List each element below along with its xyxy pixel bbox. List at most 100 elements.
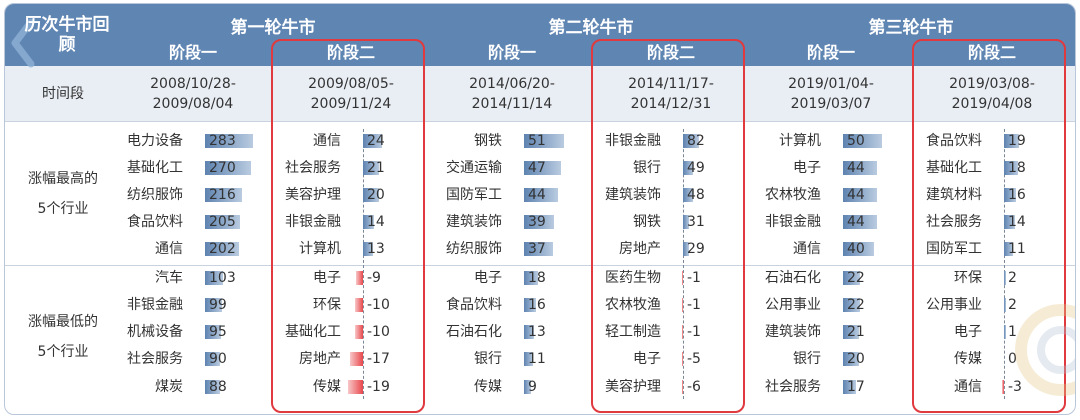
period-range: 2009/08/05- 2009/11/24 bbox=[271, 66, 431, 121]
bar bbox=[1004, 215, 1015, 229]
industry-label: 非银金融 bbox=[285, 214, 341, 230]
bar-value: 18 bbox=[1008, 160, 1026, 176]
industry-label: 环保 bbox=[313, 297, 341, 313]
bar bbox=[363, 188, 379, 202]
bar-value: 44 bbox=[528, 187, 546, 203]
bar bbox=[1004, 298, 1006, 312]
bar-value: -1 bbox=[687, 270, 701, 286]
industry-label: 计算机 bbox=[779, 133, 821, 149]
bar bbox=[205, 325, 222, 339]
bar-value: 44 bbox=[847, 187, 865, 203]
bar-value: 47 bbox=[528, 160, 546, 176]
industry-label: 传媒 bbox=[474, 379, 502, 395]
bar bbox=[1001, 380, 1004, 394]
bar-value: -6 bbox=[687, 379, 701, 395]
industry-label: 电子 bbox=[474, 270, 502, 286]
bar-value: 11 bbox=[528, 351, 546, 367]
industry-label: 建筑装饰 bbox=[446, 214, 502, 230]
bar-value: 44 bbox=[847, 214, 865, 230]
industry-label: 传媒 bbox=[313, 379, 341, 395]
period-range: 2014/11/17- 2014/12/31 bbox=[591, 66, 751, 121]
stage-header: 阶段二 bbox=[967, 43, 1016, 62]
industry-label: 环保 bbox=[954, 270, 982, 286]
bar bbox=[524, 325, 535, 339]
period-line: 2009/11/24 bbox=[310, 95, 392, 112]
industry-label: 建筑装饰 bbox=[605, 187, 661, 203]
industry-label: 美容护理 bbox=[605, 379, 661, 395]
bar bbox=[524, 271, 539, 285]
bar bbox=[349, 352, 363, 366]
bar bbox=[683, 134, 700, 148]
bar-value: 16 bbox=[528, 297, 546, 313]
period-line: 2008/10/28- bbox=[150, 75, 236, 92]
industry-label: 医药生物 bbox=[605, 270, 661, 286]
bar bbox=[524, 134, 564, 148]
chevron-left-icon bbox=[11, 18, 35, 68]
bar-value: 49 bbox=[687, 160, 705, 176]
bar bbox=[681, 298, 683, 312]
zero-axis-line bbox=[683, 129, 684, 399]
bar bbox=[843, 352, 859, 366]
bar bbox=[205, 352, 221, 366]
bar bbox=[683, 242, 689, 256]
period-line: 2019/01/04- bbox=[788, 75, 874, 92]
industry-label: 美容护理 bbox=[285, 187, 341, 203]
stage-header: 阶段二 bbox=[646, 43, 695, 62]
industry-label: 社会服务 bbox=[127, 351, 183, 367]
bar-value: 82 bbox=[687, 133, 705, 149]
bar bbox=[843, 188, 878, 202]
bar bbox=[205, 242, 240, 256]
market-title: 第三轮牛市 bbox=[868, 17, 954, 38]
bar-value: 50 bbox=[847, 133, 865, 149]
bar-value: 48 bbox=[687, 187, 705, 203]
bar bbox=[843, 298, 861, 312]
industry-label: 社会服务 bbox=[926, 214, 982, 230]
bar bbox=[363, 242, 374, 256]
industry-label: 交通运输 bbox=[446, 160, 502, 176]
bar bbox=[843, 271, 861, 285]
bar bbox=[363, 161, 380, 175]
industry-label: 农林牧渔 bbox=[605, 297, 661, 313]
bar-value: 0 bbox=[1008, 351, 1017, 367]
industry-label: 通信 bbox=[954, 379, 982, 395]
bottom-group-label: 涨幅最低的5个行业 bbox=[28, 314, 98, 360]
bar bbox=[843, 325, 860, 339]
bar bbox=[843, 134, 882, 148]
market-title: 第一轮牛市 bbox=[230, 17, 316, 38]
industry-label: 食品饮料 bbox=[446, 297, 502, 313]
bar-value: 90 bbox=[209, 351, 227, 367]
watermark-logo-icon bbox=[1015, 304, 1075, 396]
bar-value: 16 bbox=[1008, 187, 1026, 203]
bar bbox=[681, 380, 683, 394]
industry-label: 食品饮料 bbox=[127, 214, 183, 230]
industry-label: 公用事业 bbox=[926, 297, 982, 313]
bar-value: 1 bbox=[1008, 324, 1017, 340]
bar bbox=[524, 188, 559, 202]
industry-label: 石油石化 bbox=[765, 270, 821, 286]
bar bbox=[205, 271, 223, 285]
header-band bbox=[5, 4, 1075, 66]
bar-value: 20 bbox=[367, 187, 385, 203]
period-line: 2014/06/20- bbox=[469, 75, 555, 92]
industry-label: 通信 bbox=[313, 133, 341, 149]
industry-label: 银行 bbox=[474, 351, 502, 367]
bar-value: 20 bbox=[847, 351, 865, 367]
period-line: 2019/03/07 bbox=[790, 95, 872, 112]
industry-label: 非银金融 bbox=[765, 214, 821, 230]
bar-value: 19 bbox=[1008, 133, 1026, 149]
industry-label: 电力设备 bbox=[127, 133, 183, 149]
bar bbox=[355, 298, 363, 312]
industry-label: 房地产 bbox=[619, 241, 661, 257]
bar bbox=[681, 325, 683, 339]
bar-value: -1 bbox=[687, 297, 701, 313]
industry-label: 基础化工 bbox=[285, 324, 341, 340]
bar-value: 9 bbox=[528, 379, 537, 395]
bar-value: -1 bbox=[687, 324, 701, 340]
period-range: 2019/01/04- 2019/03/07 bbox=[751, 66, 911, 121]
bar bbox=[205, 380, 220, 394]
bar-value: 205 bbox=[209, 214, 236, 230]
bar-value: 11 bbox=[1008, 241, 1026, 257]
bar bbox=[355, 271, 363, 285]
bar bbox=[683, 161, 693, 175]
bar bbox=[363, 134, 382, 148]
